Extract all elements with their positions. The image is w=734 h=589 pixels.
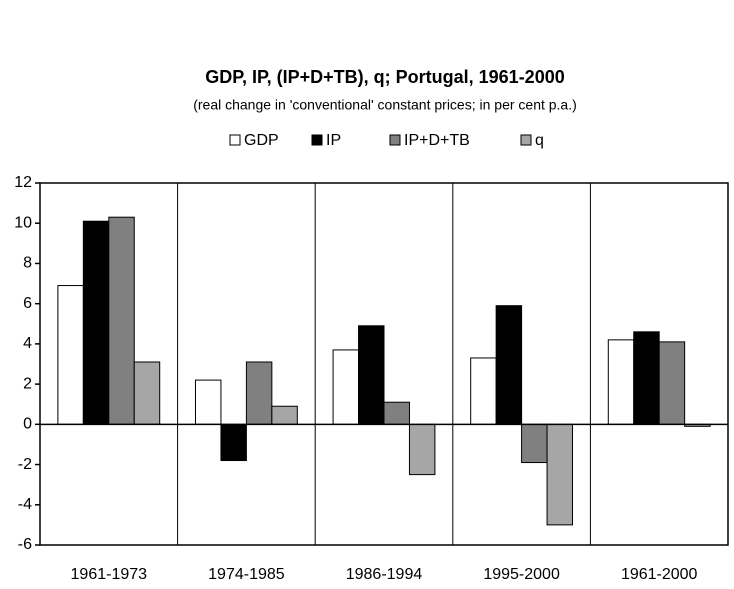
legend-swatch — [229, 134, 241, 146]
bar — [194, 379, 222, 425]
x-tick-label: 1974-1985 — [208, 566, 285, 583]
y-tick-label: -4 — [18, 496, 32, 513]
bar — [82, 220, 110, 425]
y-tick-label: 4 — [23, 335, 32, 352]
bar — [220, 423, 247, 462]
y-tick-label: -6 — [18, 536, 32, 553]
bar — [521, 423, 548, 464]
bar — [57, 285, 84, 425]
y-tick-label: 0 — [23, 416, 32, 433]
y-tick-label: 2 — [23, 375, 32, 392]
bar — [108, 216, 135, 425]
y-tick-label: -2 — [18, 456, 32, 473]
bar — [546, 423, 574, 526]
y-tick-label: 10 — [14, 214, 32, 231]
chart-title: GDP, IP, (IP+D+TB), q; Portugal, 1961-20… — [205, 67, 564, 87]
bar — [633, 331, 660, 425]
y-tick-label: 12 — [14, 174, 32, 191]
y-tick-label: 6 — [23, 295, 32, 312]
x-tick-label: 1995-2000 — [483, 566, 560, 583]
chart-subtitle: (real change in 'conventional' constant … — [193, 97, 577, 113]
bar — [470, 357, 497, 425]
x-tick-label: 1986-1994 — [346, 566, 423, 583]
legend-label: q — [535, 132, 544, 149]
bar — [332, 349, 360, 425]
bar — [658, 341, 686, 425]
x-tick-label: 1961-1973 — [71, 566, 148, 583]
legend-label: GDP — [244, 132, 279, 149]
x-tick-label: 1961-2000 — [621, 566, 698, 583]
plot-frame — [39, 182, 729, 546]
bar — [607, 339, 635, 425]
bar — [383, 401, 410, 425]
legend-swatch — [389, 134, 401, 146]
legend-swatch — [311, 134, 323, 146]
legend-label: IP — [326, 132, 341, 149]
y-tick-label: 8 — [23, 255, 32, 272]
bar — [408, 423, 436, 476]
bar — [245, 361, 273, 425]
legend-label: IP+D+TB — [404, 132, 470, 149]
bar — [271, 405, 298, 425]
bar — [358, 325, 385, 425]
legend-swatch — [520, 134, 532, 146]
bar — [495, 305, 523, 425]
bar — [133, 361, 161, 425]
